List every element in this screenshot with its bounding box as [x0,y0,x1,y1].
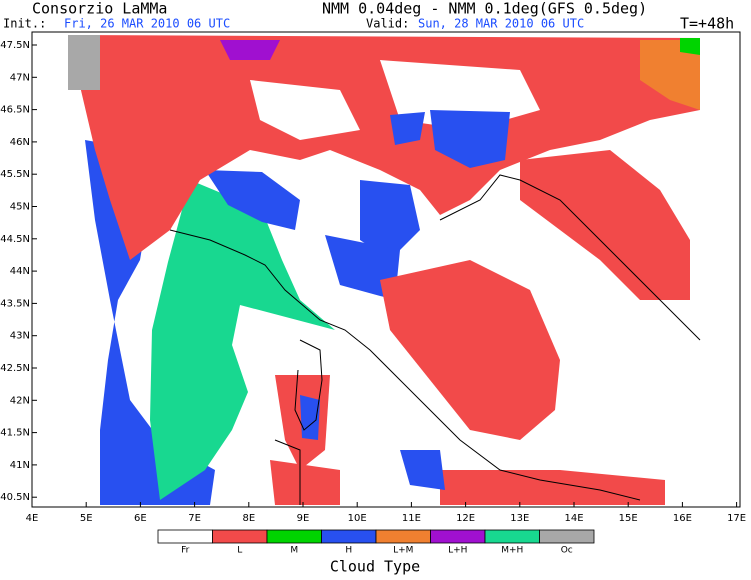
y-tick-label: 47N [10,72,30,83]
coastline [294,339,323,431]
x-tick-label: 4E [26,513,39,524]
legend-label: M [290,546,298,556]
coastline [169,229,641,501]
y-tick-label: 42.5N [0,363,30,374]
cloud-area [85,140,215,505]
y-tick-label: 47.5N [0,40,30,51]
x-tick-label: 11E [402,513,421,524]
y-tick-label: 44N [10,266,30,277]
legend-swatch [321,529,377,544]
y-tick-label: 41.5N [0,428,30,439]
x-tick-label: 8E [242,513,255,524]
legend-swatch [430,529,486,544]
cloud-area [430,110,510,168]
legend-label: L [237,546,242,556]
x-tick-label: 5E [80,513,93,524]
cloud-area [440,470,665,505]
legend-title: Cloud Type [330,558,420,576]
legend-swatch [212,529,268,544]
legend-label: L+H [448,546,467,556]
x-tick-label: 14E [564,513,583,524]
y-tick-label: 43N [10,331,30,342]
cloud-area [150,180,335,500]
legend-swatch [266,529,322,544]
legend-label: H [345,546,352,556]
x-tick-label: 9E [297,513,310,524]
legend-swatch [539,529,595,544]
legend-label: Fr [181,546,190,556]
coastline [439,174,701,341]
cloud-area [380,260,560,440]
cloud-area [680,38,700,55]
legend-swatch [375,529,431,544]
valid-time: Sun, 28 MAR 2010 06 UTC [418,17,584,31]
cloud-area [300,395,320,440]
x-tick-label: 16E [673,513,692,524]
cloud-area [220,40,280,60]
y-tick-label: 44.5N [0,234,30,245]
coastline [274,439,301,505]
legend-swatch [157,529,213,544]
cloud-area [520,150,690,300]
legend-label: Oc [561,546,573,556]
x-tick-label: 6E [134,513,147,524]
map-area [31,31,741,508]
y-tick-label: 45N [10,202,30,213]
x-tick-label: 13E [510,513,529,524]
x-tick-label: 12E [456,513,475,524]
legend-label: M+H [501,546,523,556]
x-tick-label: 7E [188,513,201,524]
y-tick-label: 41N [10,460,30,471]
y-tick-label: 40.5N [0,492,30,503]
x-tick-label: 10E [348,513,367,524]
cloud-area [640,40,700,110]
init-label: Init.: [3,17,46,31]
legend-swatch [484,529,540,544]
cloud-area [360,180,420,260]
cloud-area [390,112,425,145]
org: Consorzio LaMMa [32,0,167,18]
valid-label: Valid: [366,17,409,31]
y-tick-label: 45.5N [0,169,30,180]
init-time: Fri, 26 MAR 2010 06 UTC [64,17,230,31]
cloud-area [68,35,700,260]
y-tick-label: 42N [10,395,30,406]
legend-label: L+M [393,546,413,556]
model: NMM 0.04deg - NMM 0.1deg(GFS 0.5deg) [322,0,647,18]
cloud-area [270,460,340,505]
x-tick-label: 15E [619,513,638,524]
lead-time: T=+48h [680,15,734,33]
map-frame [31,31,741,508]
clear-area [250,80,360,140]
cloud-area [68,35,100,90]
y-tick-label: 46N [10,137,30,148]
cloud-area [400,450,445,490]
y-tick-label: 43.5N [0,298,30,309]
cloud-area [205,170,300,230]
y-tick-label: 46.5N [0,105,30,116]
x-tick-label: 17E [727,513,746,524]
